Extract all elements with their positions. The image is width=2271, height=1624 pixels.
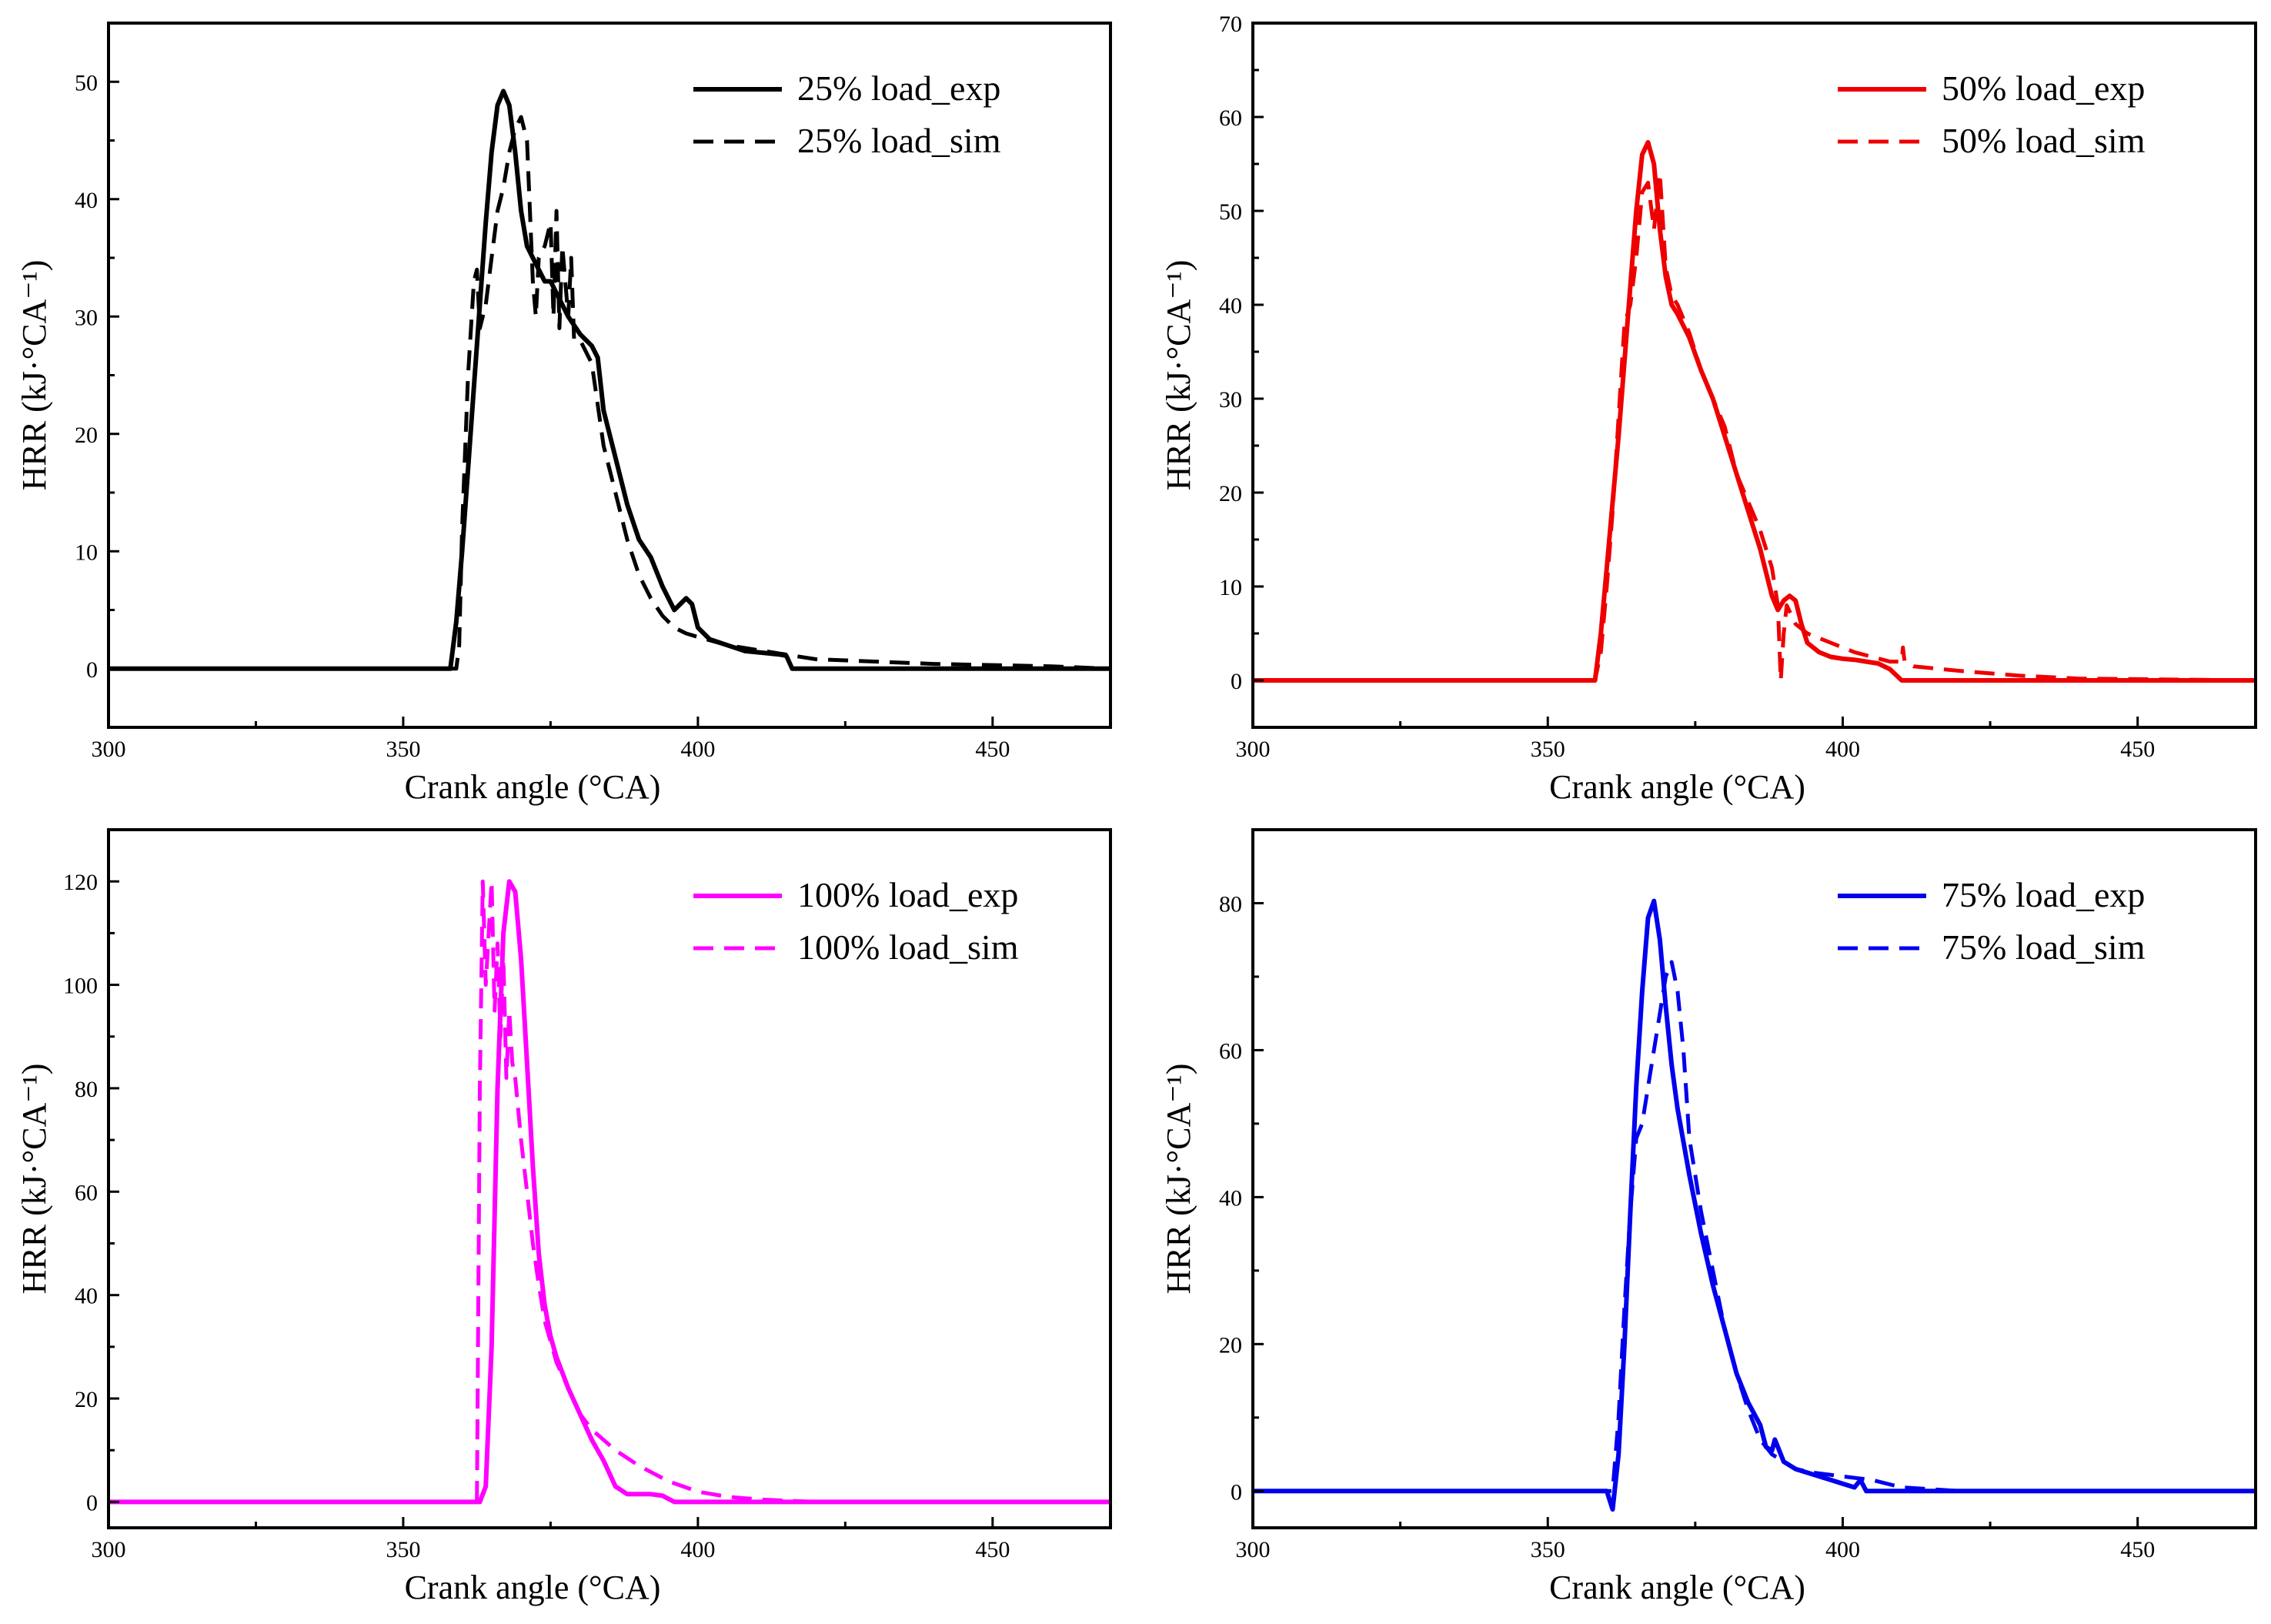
- x-tick-label: 350: [386, 1537, 420, 1562]
- x-axis-title: Crank angle (°CA): [1549, 1569, 1805, 1606]
- y-tick-label: 0: [86, 1490, 98, 1515]
- y-tick-label: 20: [75, 1387, 98, 1412]
- x-tick-label: 300: [1236, 1537, 1271, 1562]
- series-line-exp: [109, 89, 1110, 671]
- legend-label: 100% load_sim: [797, 927, 1019, 967]
- x-axis-title: Crank angle (°CA): [1549, 768, 1805, 806]
- x-axis-title: Crank angle (°CA): [405, 768, 661, 806]
- y-tick-label: 60: [1219, 1038, 1242, 1064]
- legend-label: 25% load_exp: [797, 69, 1000, 108]
- y-tick-label: 20: [1219, 1332, 1242, 1358]
- legend-label: 50% load_sim: [1942, 121, 2146, 160]
- y-tick-label: 20: [75, 423, 98, 448]
- series-line-sim: [1253, 960, 2256, 1493]
- plot-frame: [1251, 828, 2257, 1529]
- x-tick-label: 450: [975, 737, 1010, 762]
- y-tick-label: 80: [75, 1077, 98, 1102]
- y-tick-label: 50: [75, 70, 98, 95]
- series-line-exp: [1253, 898, 2256, 1512]
- x-tick-label: 450: [2120, 1537, 2155, 1562]
- x-tick-label: 400: [1825, 1537, 1860, 1562]
- chart-panel-bottom-right: 300 350 400 450 0 20 40 60 80 Crank angle (°CA) HR…: [1160, 828, 2257, 1606]
- x-tick-label: 300: [1236, 737, 1271, 762]
- legend-label: 75% load_exp: [1942, 875, 2145, 914]
- y-tick-label: 100: [63, 974, 98, 999]
- chart-panel-bottom-left: 300 350 400 450 0 20 40 60 80 100 120 Crank angle (…: [15, 828, 1112, 1606]
- x-tick-label: 350: [1531, 1537, 1565, 1562]
- y-axis-title: HRR (kJ·°CA⁻¹): [15, 1064, 53, 1295]
- y-tick-label: 50: [1219, 199, 1242, 225]
- y-tick-label: 60: [1219, 105, 1242, 131]
- series-group: [109, 89, 1110, 671]
- y-tick-label: 40: [1219, 1185, 1242, 1211]
- y-tick-label: 10: [1219, 575, 1242, 600]
- legend-label: 75% load_sim: [1942, 927, 2146, 967]
- y-tick-label: 80: [1219, 891, 1242, 917]
- series-group: [1253, 139, 2256, 683]
- series-line-exp: [109, 879, 1110, 1505]
- series-line-sim: [109, 879, 1110, 1504]
- legend-label: 100% load_exp: [797, 875, 1018, 914]
- y-tick-label: 30: [1219, 387, 1242, 413]
- y-tick-label: 30: [75, 305, 98, 330]
- chart-panel-top-left: 300 350 400 450 0 10 20 30 40 50 Crank angle (°CA)…: [15, 22, 1112, 806]
- legend-label: 25% load_sim: [797, 121, 1001, 160]
- y-tick-label: 0: [86, 657, 98, 683]
- series-line-sim: [1253, 171, 2256, 683]
- y-tick-label: 40: [1219, 293, 1242, 319]
- x-tick-label: 450: [2120, 737, 2155, 762]
- y-tick-label: 40: [75, 188, 98, 213]
- y-axis-title: HRR (kJ·°CA⁻¹): [1160, 260, 1197, 491]
- x-tick-label: 350: [1531, 737, 1565, 762]
- y-axis-title: HRR (kJ·°CA⁻¹): [1160, 1064, 1197, 1295]
- series-line-exp: [1253, 139, 2256, 683]
- series-group: [109, 879, 1110, 1505]
- x-tick-label: 400: [680, 737, 715, 762]
- legend-label: 50% load_exp: [1942, 69, 2145, 108]
- y-tick-label: 70: [1219, 12, 1242, 37]
- y-axis-title: HRR (kJ·°CA⁻¹): [15, 260, 53, 491]
- x-tick-label: 350: [386, 737, 420, 762]
- plot-frame: [107, 828, 1112, 1529]
- plot-frame: [1251, 22, 2257, 729]
- series-line-sim: [109, 115, 1110, 671]
- y-tick-label: 20: [1219, 481, 1242, 506]
- y-tick-label: 10: [75, 540, 98, 565]
- y-tick-label: 0: [1231, 669, 1242, 694]
- x-tick-label: 450: [975, 1537, 1010, 1562]
- chart-panel-top-right: 300 350 400 450 0 10 20 30 40 50 60 70 Crank angle (…: [1160, 12, 2257, 806]
- x-tick-label: 300: [92, 737, 126, 762]
- x-tick-label: 400: [680, 1537, 715, 1562]
- x-axis-title: Crank angle (°CA): [405, 1569, 661, 1606]
- y-tick-label: 40: [75, 1284, 98, 1309]
- y-tick-label: 120: [63, 870, 98, 895]
- y-tick-label: 0: [1231, 1479, 1242, 1505]
- y-tick-label: 60: [75, 1180, 98, 1205]
- x-tick-label: 400: [1825, 737, 1860, 762]
- series-group: [1253, 898, 2256, 1512]
- x-tick-label: 300: [92, 1537, 126, 1562]
